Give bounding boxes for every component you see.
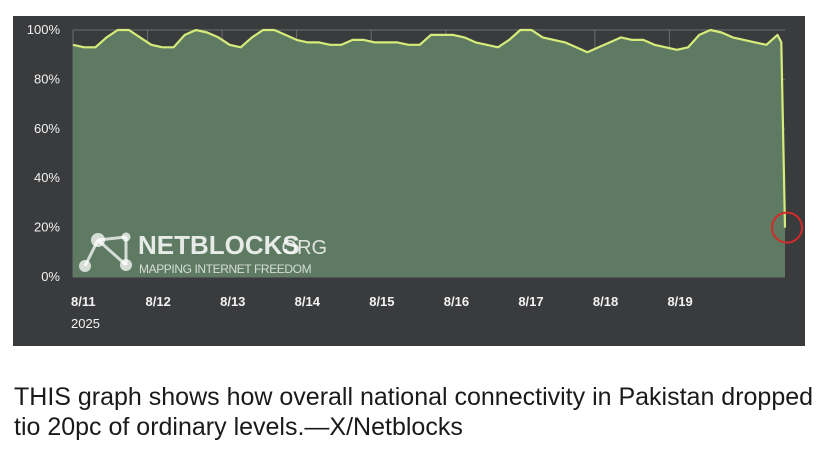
x-tick-label: 8/18 — [593, 294, 618, 309]
x-tick-label: 8/13 — [220, 294, 245, 309]
netblocks-logo-icon — [79, 232, 132, 272]
x-axis-ticks: 8/11 8/12 8/13 8/14 8/15 8/16 8/17 8/18 8/19 — [71, 294, 693, 309]
x-axis-year-label: 2025 — [71, 316, 100, 331]
y-tick-label: 80% — [34, 71, 60, 86]
drop-marker-circle — [771, 211, 803, 244]
connectivity-chart: 0%20%40%60%80%100% 8/11 8/12 8/13 8/14 8/15 8… — [27, 22, 803, 331]
x-tick-label: 8/15 — [369, 294, 394, 309]
x-tick-label: 8/19 — [667, 294, 692, 309]
y-axis-ticks: 0% 20% 40% 60% 80% 100% — [27, 22, 61, 284]
y-tick-label: 20% — [34, 220, 60, 235]
watermark-brand: NETBLOCKS — [138, 230, 300, 260]
x-tick-label: 8/11 — [71, 294, 96, 309]
y-tick-label: 40% — [34, 170, 60, 185]
chart-panel: 0% 20% 40% 60% 80% 100% 8/11 8/12 8/13 8/14 8/15 8… — [13, 16, 805, 346]
connectivity-area — [73, 30, 785, 277]
figure-caption: THIS graph shows how overall national co… — [14, 383, 814, 441]
watermark-domain: .ORG — [276, 237, 327, 259]
x-tick-label: 8/17 — [518, 294, 543, 309]
watermark-tagline: MAPPING INTERNET FREEDOM — [139, 262, 312, 276]
y-tick-label: 100% — [27, 22, 61, 37]
y-tick-label: 0% — [41, 269, 60, 284]
x-tick-label: 8/14 — [295, 294, 321, 309]
x-tick-label: 8/16 — [444, 294, 469, 309]
x-tick-label: 8/12 — [146, 294, 171, 309]
connectivity-line — [72, 28, 787, 228]
netblocks-watermark: NETBLOCKS .ORG MAPPING INTERNET FREEDOM — [79, 230, 327, 276]
y-tick-label: 60% — [34, 121, 60, 136]
